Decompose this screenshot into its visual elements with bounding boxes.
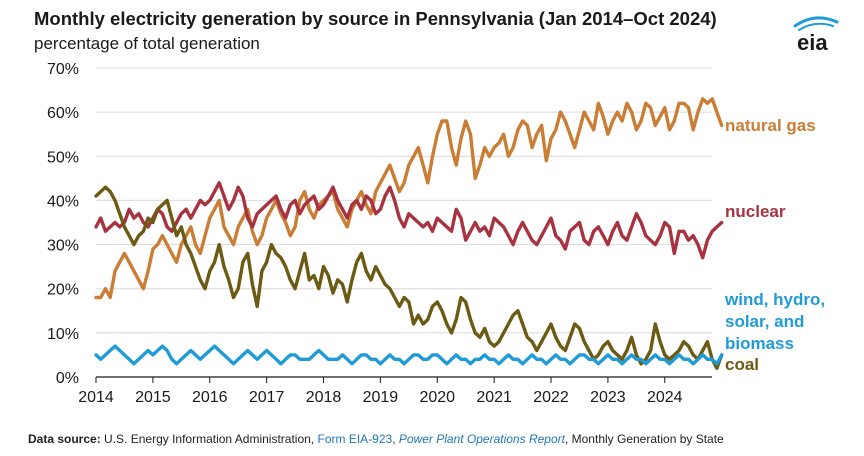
series-label: biomass [725, 334, 794, 353]
y-tick-label: 40% [47, 193, 79, 210]
series-label: nuclear [725, 202, 786, 221]
chart-title: Monthly electricity generation by source… [34, 8, 717, 29]
source-label: Data source: [28, 432, 101, 446]
grid-lines [96, 67, 712, 334]
data-source: Data source: U.S. Energy Information Adm… [28, 432, 724, 446]
y-tick-label: 30% [47, 238, 79, 255]
eia-logo: eia [793, 16, 839, 54]
series-label: coal [725, 355, 759, 374]
x-tick-label: 2014 [78, 389, 114, 406]
x-tick-label: 2024 [647, 389, 683, 406]
series-label: solar, and [725, 312, 804, 331]
source-sep: , [392, 432, 396, 446]
series-labels: natural gas nuclear wind, hydro, solar, and… [724, 116, 825, 374]
series-label: wind, hydro, [724, 290, 825, 309]
series-lines [94, 97, 724, 370]
x-tick-label: 2016 [192, 389, 228, 406]
source-rest: , Monthly Generation by State [564, 432, 724, 446]
x-tick-label: 2018 [306, 389, 342, 406]
series-label: natural gas [725, 116, 816, 135]
x-axis: 2014 2015 2016 2017 2018 2019 2020 2021 2022 2023… [78, 376, 712, 406]
form-eia-923-link[interactable]: Form EIA-923 [317, 432, 393, 446]
source-org: U.S. Energy Information Administration, [104, 432, 315, 446]
x-tick-label: 2015 [135, 389, 171, 406]
x-tick-label: 2021 [476, 389, 512, 406]
series-line-wind-hydro-solar-and-biomass [94, 344, 724, 366]
x-tick-label: 2022 [533, 389, 569, 406]
y-tick-label: 70% [47, 61, 79, 78]
y-axis-ticks: 0% 10% 20% 30% 40% 50% 60% 70% [47, 61, 79, 387]
y-tick-label: 20% [47, 282, 79, 299]
y-tick-label: 60% [47, 105, 79, 122]
chart-subtitle: percentage of total generation [34, 34, 260, 53]
y-tick-label: 10% [47, 326, 79, 343]
x-tick-label: 2023 [590, 389, 626, 406]
series-line-natural-gas [94, 97, 724, 300]
x-tick-label: 2017 [249, 389, 285, 406]
y-tick-label: 0% [56, 370, 79, 387]
eia-logo-text: eia [797, 30, 828, 54]
series-line-coal [94, 185, 724, 370]
series-line-nuclear [94, 181, 724, 260]
power-plant-report-link[interactable]: Power Plant Operations Report [398, 432, 565, 446]
x-tick-label: 2019 [363, 389, 399, 406]
x-tick-label: 2020 [419, 389, 455, 406]
y-tick-label: 50% [47, 149, 79, 166]
